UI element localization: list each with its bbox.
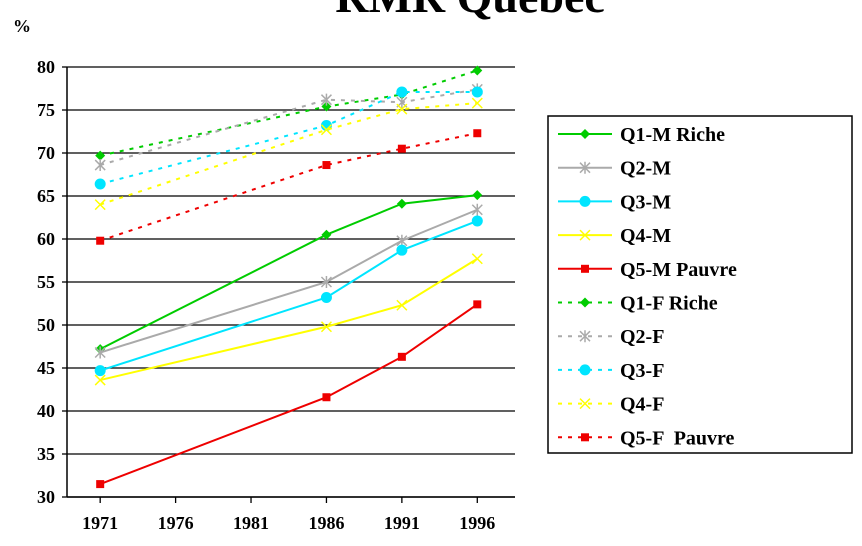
marker xyxy=(320,276,332,288)
y-tick-label: 55 xyxy=(37,272,55,292)
marker xyxy=(472,65,483,76)
marker xyxy=(396,198,407,209)
marker xyxy=(472,190,483,201)
marker xyxy=(397,144,406,153)
marker xyxy=(96,480,105,489)
y-tick-label: 75 xyxy=(37,100,55,120)
marker xyxy=(579,364,591,376)
legend-label: Q3-F xyxy=(620,360,664,382)
marker xyxy=(471,203,483,216)
x-tick-label: 1991 xyxy=(384,513,420,533)
marker xyxy=(321,229,332,240)
x-tick-label: 1971 xyxy=(82,513,118,533)
marker xyxy=(94,159,106,172)
series-line xyxy=(99,303,478,486)
marker xyxy=(320,93,332,106)
marker xyxy=(322,161,331,170)
marker xyxy=(94,178,106,190)
marker xyxy=(322,393,331,402)
series-line xyxy=(99,69,478,157)
marker xyxy=(321,101,332,112)
legend-box xyxy=(547,115,853,454)
marker xyxy=(580,129,590,139)
marker xyxy=(396,244,408,256)
series-line xyxy=(99,90,478,185)
marker xyxy=(581,264,589,273)
x-tick-label: 1981 xyxy=(233,513,269,533)
x-tick-label: 1996 xyxy=(459,513,495,533)
legend-label: Q4-F xyxy=(620,394,664,416)
marker xyxy=(579,229,591,241)
marker xyxy=(473,300,482,309)
series-line xyxy=(99,194,478,350)
series-line xyxy=(99,132,478,242)
marker xyxy=(473,129,482,138)
chart-title: RMR Québec xyxy=(335,0,605,22)
marker xyxy=(96,236,105,245)
y-tick-label: 30 xyxy=(37,487,55,507)
marker xyxy=(396,103,408,115)
marker xyxy=(579,398,591,410)
legend-label: Q2-M xyxy=(620,158,671,180)
marker xyxy=(471,86,483,98)
series-line xyxy=(99,257,478,382)
legend-label: Q1-F Riche xyxy=(620,293,718,315)
marker xyxy=(94,199,106,211)
legend-label: Q3-M xyxy=(620,191,671,213)
y-tick-label: 65 xyxy=(37,186,55,206)
marker xyxy=(320,321,332,333)
y-tick-label: 50 xyxy=(37,315,55,335)
y-tick-label: 70 xyxy=(37,143,55,163)
marker xyxy=(94,346,106,359)
marker xyxy=(320,124,332,136)
x-tick-label: 1976 xyxy=(158,513,194,533)
y-tick-label: 40 xyxy=(37,401,55,421)
marker xyxy=(579,161,591,174)
marker xyxy=(579,195,591,207)
y-axis-label: % xyxy=(13,16,31,36)
marker xyxy=(95,150,106,161)
series-line xyxy=(99,220,478,372)
marker xyxy=(396,299,408,311)
marker xyxy=(580,297,590,308)
legend-label: Q4-M xyxy=(620,225,671,247)
y-tick-label: 60 xyxy=(37,229,55,249)
marker xyxy=(397,352,406,361)
series-line xyxy=(99,102,478,206)
series-line xyxy=(99,208,478,354)
y-tick-label: 80 xyxy=(37,57,55,77)
y-tick-label: 45 xyxy=(37,358,55,378)
legend-label: Q1-M Riche xyxy=(620,124,725,146)
marker xyxy=(471,215,483,227)
legend-label: Q5-M Pauvre xyxy=(620,259,737,281)
marker xyxy=(94,374,106,386)
marker xyxy=(471,253,483,265)
marker xyxy=(471,97,483,109)
x-tick-label: 1986 xyxy=(308,513,344,533)
legend-label: Q2-F xyxy=(620,326,664,348)
marker xyxy=(396,86,408,98)
y-tick-label: 35 xyxy=(37,444,55,464)
series-line xyxy=(99,88,478,167)
marker xyxy=(581,433,589,442)
marker xyxy=(579,330,591,343)
marker xyxy=(320,291,332,303)
marker xyxy=(94,365,106,377)
legend-label: Q5-F Pauvre xyxy=(620,427,735,449)
